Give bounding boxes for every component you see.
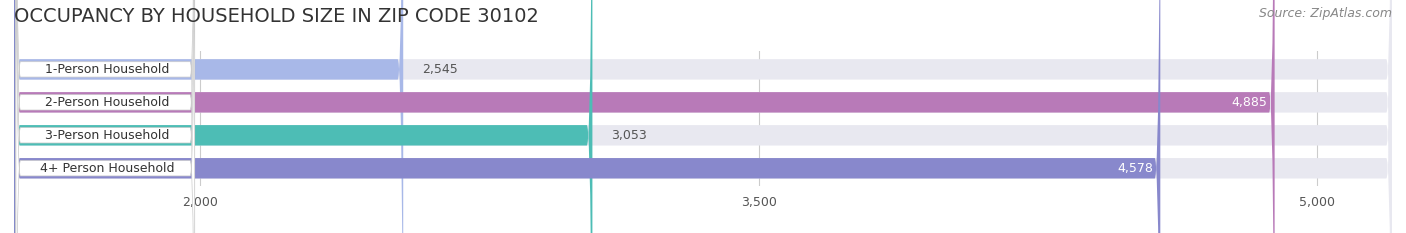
- Text: 3-Person Household: 3-Person Household: [45, 129, 169, 142]
- Text: OCCUPANCY BY HOUSEHOLD SIZE IN ZIP CODE 30102: OCCUPANCY BY HOUSEHOLD SIZE IN ZIP CODE …: [14, 7, 538, 26]
- Text: 4,885: 4,885: [1232, 96, 1267, 109]
- FancyBboxPatch shape: [15, 0, 194, 233]
- FancyBboxPatch shape: [15, 0, 194, 233]
- FancyBboxPatch shape: [14, 0, 1392, 233]
- Text: 1-Person Household: 1-Person Household: [45, 63, 169, 76]
- FancyBboxPatch shape: [14, 0, 592, 233]
- Text: 2,545: 2,545: [422, 63, 457, 76]
- FancyBboxPatch shape: [14, 0, 404, 233]
- FancyBboxPatch shape: [15, 0, 194, 233]
- FancyBboxPatch shape: [15, 0, 194, 233]
- Text: 3,053: 3,053: [612, 129, 647, 142]
- FancyBboxPatch shape: [14, 0, 1392, 233]
- FancyBboxPatch shape: [14, 0, 1275, 233]
- FancyBboxPatch shape: [14, 0, 1392, 233]
- Text: 2-Person Household: 2-Person Household: [45, 96, 169, 109]
- FancyBboxPatch shape: [14, 0, 1392, 233]
- Text: Source: ZipAtlas.com: Source: ZipAtlas.com: [1258, 7, 1392, 20]
- FancyBboxPatch shape: [14, 0, 1160, 233]
- Text: 4+ Person Household: 4+ Person Household: [39, 162, 174, 175]
- Text: 4,578: 4,578: [1116, 162, 1153, 175]
